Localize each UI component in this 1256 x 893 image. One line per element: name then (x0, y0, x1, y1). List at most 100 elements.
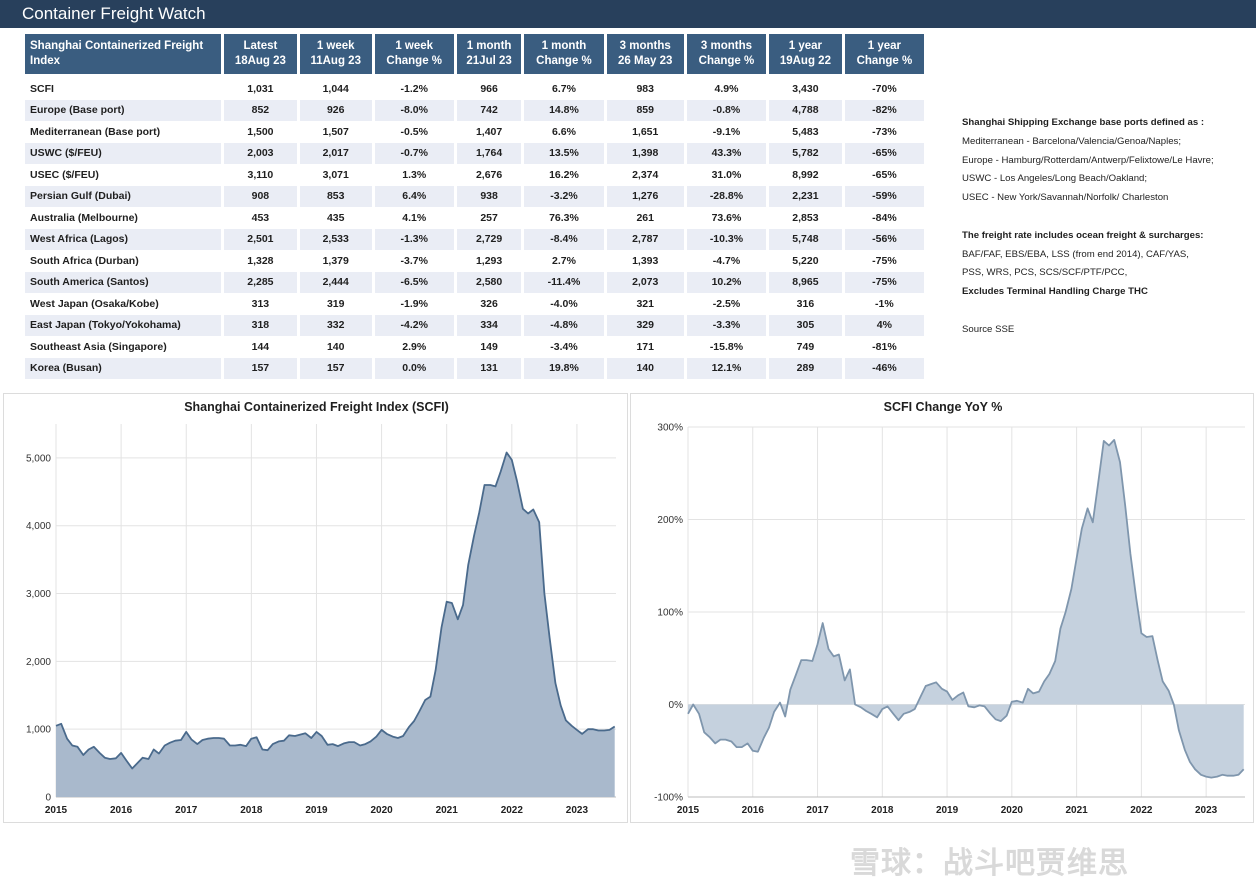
table-row: West Africa (Lagos) 2,501 2,533 -1.3% 2,729-… (25, 228, 924, 250)
table-cell: -1.9% (400, 297, 428, 310)
column-header-line: 1 week (395, 40, 434, 52)
table-cell: 938 (456, 185, 522, 207)
table-cell: 2,729 (456, 228, 522, 250)
table-cell: 5,220 (792, 254, 819, 267)
table-cell: 131 (456, 357, 522, 379)
table-cell: 305 (769, 314, 842, 336)
table-cell: 2,073 (606, 271, 684, 293)
y-tick-label: 1,000 (26, 725, 51, 736)
table-cell: -28.8% (686, 185, 767, 207)
table-cell: 1,044 (322, 82, 349, 95)
table-cell: 2,003 (224, 142, 297, 164)
table-cell: -1.3% (374, 228, 454, 250)
x-tick-label: 2018 (871, 805, 894, 816)
x-tick-label: 2022 (501, 805, 524, 816)
column-header-line: 18Aug 23 (234, 55, 286, 67)
table-cell: 2,533 (299, 228, 372, 250)
table-cell: 289 (769, 357, 842, 379)
table-cell: -75% (872, 254, 897, 267)
table-cell: 2,787 (606, 228, 684, 250)
column-header-line: 1 month (466, 40, 512, 52)
route-name: Southeast Asia (Singapore) (30, 340, 167, 353)
x-tick-label: 2017 (806, 805, 829, 816)
table-cell: 1,276 (606, 185, 684, 207)
route-name: Mediterranean (Base port) (30, 125, 161, 138)
table-cell: 1,651 (632, 125, 659, 138)
route-name: West Africa (Lagos) (25, 228, 221, 250)
table-cell: 2.9% (402, 340, 427, 353)
y-tick-label: 5,000 (26, 453, 51, 464)
column-header: 3 months Change % (686, 34, 767, 78)
table-cell: 5,483 (792, 125, 819, 138)
y-tick-label: 3,000 (26, 589, 51, 600)
table-cell: 14.8% (524, 99, 604, 121)
table-cell: 2,231 (769, 185, 842, 207)
notes-panel: Shanghai Shipping Exchange base ports de… (962, 114, 1252, 340)
x-tick-label: 2018 (240, 805, 263, 816)
column-header-line: 3 months (619, 40, 671, 52)
table-cell: -73% (872, 125, 897, 138)
table-cell: -15.8% (709, 340, 744, 353)
x-tick-label: 2023 (566, 805, 589, 816)
table-cell: -4.0% (550, 297, 578, 310)
table-cell: 1,507 (322, 125, 349, 138)
table-cell: 43.3% (686, 142, 767, 164)
route-name: SCFI (30, 82, 54, 95)
series-area (688, 439, 1244, 778)
table-cell: -84% (872, 211, 897, 224)
yoy-chart: SCFI Change YoY % -100% 0% 100% 200% 300% 2015… (654, 400, 1245, 816)
table-cell: -8.4% (524, 228, 604, 250)
table-row: Europe (Base port) 852 926 -8.0% 742 14.8% 859… (25, 99, 924, 121)
table-cell: -1% (875, 297, 894, 310)
table-cell: -3.4% (550, 340, 578, 353)
table-cell: 149 (480, 340, 498, 353)
x-tick-label: 2020 (1001, 805, 1024, 816)
table-cell: 0.0% (374, 357, 454, 379)
column-header: Latest 18Aug 23 (224, 34, 297, 78)
column-header-line: Change % (856, 55, 913, 67)
column-header-line: Change % (698, 55, 755, 67)
table-cell: 453 (251, 211, 270, 224)
table-cell: 4.9% (714, 82, 739, 95)
table-cell: 1,764 (456, 142, 522, 164)
route-name: South Africa (Durban) (30, 254, 139, 267)
table-cell: 4% (844, 314, 924, 336)
x-tick-label: 2015 (45, 805, 68, 816)
table-cell: -65% (844, 142, 924, 164)
table-cell: 12.1% (686, 357, 767, 379)
column-header: 1 week Change % (374, 34, 454, 78)
table-cell: -4.7% (712, 254, 741, 267)
table-row: West Japan (Osaka/Kobe) 313 319 -1.9% 326 -4.… (25, 293, 924, 315)
table-cell: 2,285 (224, 271, 297, 293)
y-tick-label: 200% (657, 515, 683, 526)
table-row: South America (Santos) 2,285 2,444 -6.5% 2,5… (25, 271, 924, 293)
table-cell: 859 (606, 99, 684, 121)
table-cell: 435 (326, 211, 345, 224)
table-cell: 140 (606, 357, 684, 379)
y-tick-label: -100% (654, 793, 683, 804)
table-cell: -1.2% (400, 82, 428, 95)
column-header: 1 year Change % (844, 34, 924, 78)
table-cell: 8,992 (792, 168, 819, 181)
table-cell: 329 (606, 314, 684, 336)
page-title: Container Freight Watch (0, 0, 1256, 28)
x-tick-label: 2019 (305, 805, 328, 816)
y-tick-label: 0% (669, 700, 684, 711)
table-cell: 13.5% (524, 142, 604, 164)
table-cell: -0.5% (400, 125, 428, 138)
table-cell: 6.7% (552, 82, 576, 95)
table-cell: -4.2% (374, 314, 454, 336)
table-cell: -11.4% (524, 271, 604, 293)
table-cell: -3.2% (524, 185, 604, 207)
table-cell: -0.7% (374, 142, 454, 164)
x-tick-label: 2021 (436, 805, 459, 816)
rate-excludes: Excludes Terminal Handling Charge THC (962, 286, 1148, 298)
x-tick-label: 2019 (936, 805, 959, 816)
column-header-line: 19Aug 22 (779, 55, 831, 67)
table-cell: 261 (636, 211, 654, 224)
table-cell: 76.3% (549, 211, 579, 224)
table-cell: 2,017 (299, 142, 372, 164)
table-cell: 140 (326, 340, 345, 353)
x-tick-label: 2022 (1130, 805, 1153, 816)
table-row: SCFI 1,031 1,044 -1.2% 966 6.7% 983 4.9% 3,430 -7… (25, 78, 924, 100)
